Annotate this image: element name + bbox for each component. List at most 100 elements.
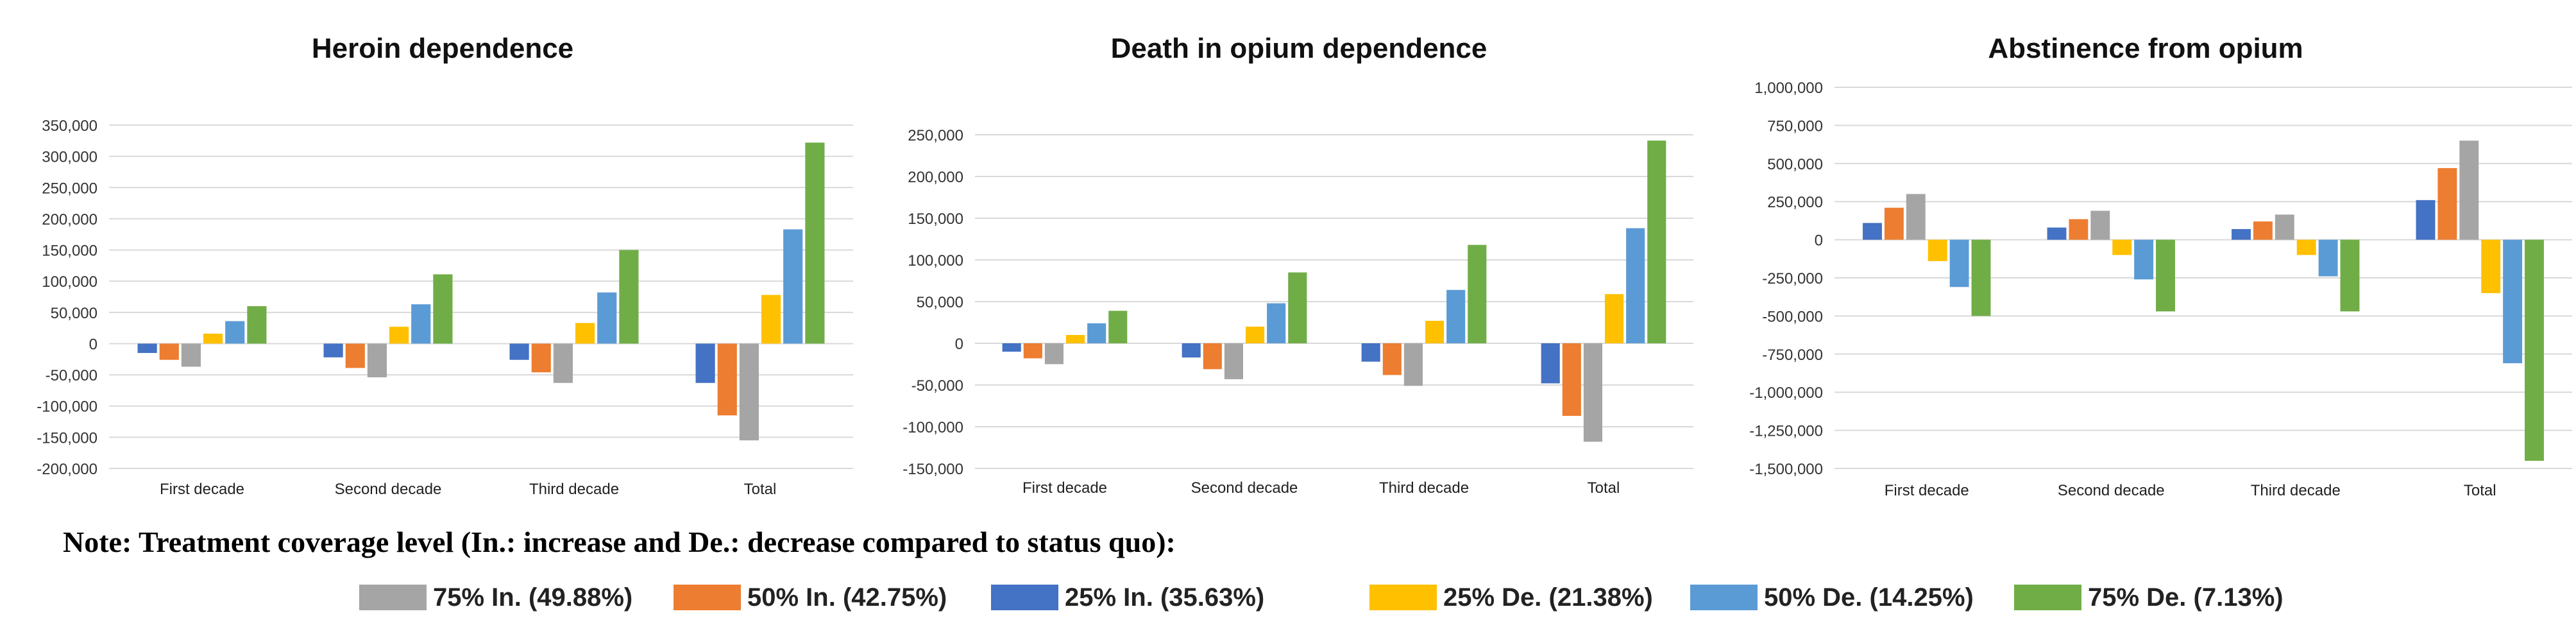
bar-de50-third-decade bbox=[1446, 289, 1466, 343]
bar-in75-third-decade bbox=[1403, 343, 1423, 386]
category-label: Total bbox=[1588, 479, 1620, 497]
category-label: Total bbox=[2464, 482, 2496, 499]
category-label: Second decade bbox=[335, 481, 442, 498]
legend-label: 25% De. (21.38%) bbox=[1443, 583, 1653, 612]
y-tick-label: -50,000 bbox=[46, 367, 97, 384]
bar-in25-second-decade bbox=[323, 343, 343, 357]
bar-in75-first-decade bbox=[1044, 343, 1063, 364]
legend-label: 50% De. (14.25%) bbox=[1764, 583, 1974, 612]
y-tick-label: 100,000 bbox=[42, 273, 97, 291]
y-tick-label: 500,000 bbox=[1767, 156, 1823, 173]
chart-3: -1,500,000 -1,250,000 -1,000,000 -750,000 -5… bbox=[1749, 33, 2572, 499]
bar-in25-total bbox=[695, 343, 715, 383]
bar-de25-total bbox=[2481, 239, 2501, 293]
chart-title: Heroin dependence bbox=[312, 33, 573, 64]
y-tick-label: 750,000 bbox=[1767, 117, 1823, 135]
category-label: First decade bbox=[160, 481, 244, 498]
legend-label: 75% De. (7.13%) bbox=[2088, 583, 2284, 612]
bar-de25-second-decade bbox=[2112, 239, 2132, 255]
bar-de25-total bbox=[1605, 294, 1624, 343]
bar-de50-first-decade bbox=[225, 321, 245, 344]
bar-de50-third-decade bbox=[2318, 239, 2338, 277]
y-tick-label: 350,000 bbox=[42, 117, 97, 135]
y-tick-label: 0 bbox=[89, 336, 97, 353]
bar-de50-first-decade bbox=[1949, 239, 1969, 287]
bar-in75-total bbox=[2459, 141, 2479, 240]
legend-item-in25: 25% In. (35.63%) bbox=[991, 579, 1264, 615]
bar-in50-third-decade bbox=[1382, 343, 1402, 375]
bar-de75-third-decade bbox=[1468, 244, 1487, 343]
bar-in25-third-decade bbox=[2232, 228, 2251, 240]
y-tick-label: -750,000 bbox=[1762, 347, 1823, 364]
bar-in25-third-decade bbox=[509, 343, 529, 360]
y-tick-label: 250,000 bbox=[42, 180, 97, 197]
legend-swatch bbox=[359, 585, 427, 610]
bar-in75-second-decade bbox=[1224, 343, 1243, 379]
legend-item-in50: 50% In. (42.75%) bbox=[674, 579, 947, 615]
chart-title: Death in opium dependence bbox=[1111, 33, 1487, 64]
legend-label: 25% In. (35.63%) bbox=[1065, 583, 1265, 612]
bar-de50-second-decade bbox=[1267, 303, 1286, 343]
y-tick-label: -1,000,000 bbox=[1749, 384, 1823, 402]
bar-de75-second-decade bbox=[2156, 239, 2175, 312]
bar-in50-total bbox=[2437, 167, 2457, 240]
y-tick-label: 0 bbox=[1815, 232, 1823, 250]
bar-in50-third-decade bbox=[531, 343, 551, 373]
y-tick-label: -500,000 bbox=[1762, 308, 1823, 325]
category-label: Total bbox=[744, 481, 777, 498]
y-tick-label: 50,000 bbox=[917, 294, 963, 311]
y-tick-label: -1,250,000 bbox=[1749, 423, 1823, 440]
category-label: Second decade bbox=[1191, 479, 1298, 497]
bar-in75-total bbox=[1583, 343, 1602, 442]
bar-de25-total bbox=[761, 295, 781, 344]
legend-swatch bbox=[1369, 585, 1437, 610]
bar-de75-second-decade bbox=[433, 274, 453, 344]
y-tick-label: 200,000 bbox=[908, 169, 963, 186]
charts-area: -200,000 -150,000 -100,000 -50,000 0 50,000 10… bbox=[37, 33, 2572, 499]
bar-in25-first-decade bbox=[1002, 343, 1021, 352]
bar-de75-total bbox=[1647, 141, 1666, 343]
legend-label: 50% In. (42.75%) bbox=[747, 583, 947, 612]
bar-in25-second-decade bbox=[2047, 227, 2067, 240]
y-tick-label: 150,000 bbox=[908, 210, 963, 228]
legend-item-de25: 25% De. (21.38%) bbox=[1369, 579, 1653, 615]
bar-de75-first-decade bbox=[247, 306, 267, 344]
y-tick-label: 200,000 bbox=[42, 211, 97, 228]
legend-swatch bbox=[2014, 585, 2081, 610]
y-tick-label: -100,000 bbox=[37, 399, 97, 416]
bar-de25-second-decade bbox=[1246, 327, 1265, 343]
bar-in25-total bbox=[2416, 200, 2436, 240]
legend-item-de50: 50% De. (14.25%) bbox=[1690, 579, 1974, 615]
bar-in50-total bbox=[717, 343, 737, 416]
bar-in25-first-decade bbox=[137, 343, 157, 354]
bar-in50-total bbox=[1562, 343, 1581, 416]
chart-title: Abstinence from opium bbox=[1988, 33, 2303, 64]
chart-2: -150,000 -100,000 -50,000 0 50,000 100,000 150… bbox=[902, 33, 1693, 497]
legend-label: 75% In. (49.88%) bbox=[433, 583, 633, 612]
legend-swatch bbox=[991, 585, 1058, 610]
bar-in50-first-decade bbox=[159, 343, 179, 360]
bar-in50-third-decade bbox=[2253, 221, 2273, 240]
bar-de75-third-decade bbox=[2340, 239, 2360, 312]
y-tick-label: -100,000 bbox=[902, 419, 963, 436]
bar-in75-third-decade bbox=[553, 343, 573, 383]
y-tick-label: -50,000 bbox=[911, 377, 963, 395]
bar-de50-second-decade bbox=[411, 304, 431, 344]
bar-de75-second-decade bbox=[1288, 272, 1307, 343]
bar-in50-first-decade bbox=[1884, 207, 1904, 240]
y-tick-label: -150,000 bbox=[37, 429, 97, 447]
category-label: Third decade bbox=[1379, 479, 1469, 497]
bar-in75-total bbox=[739, 343, 759, 441]
y-tick-label: 150,000 bbox=[42, 243, 97, 260]
bar-de25-first-decade bbox=[1066, 335, 1085, 343]
category-label: First decade bbox=[1885, 482, 1969, 499]
category-label: First decade bbox=[1022, 479, 1107, 497]
y-tick-label: -200,000 bbox=[37, 461, 97, 478]
bar-de25-third-decade bbox=[575, 323, 595, 344]
bar-de50-first-decade bbox=[1087, 323, 1106, 343]
bar-de25-second-decade bbox=[389, 327, 409, 344]
category-label: Third decade bbox=[529, 481, 619, 498]
bar-de75-total bbox=[2525, 239, 2544, 461]
legend-item-in75: 75% In. (49.88%) bbox=[359, 579, 632, 615]
bar-de50-total bbox=[2503, 239, 2523, 364]
